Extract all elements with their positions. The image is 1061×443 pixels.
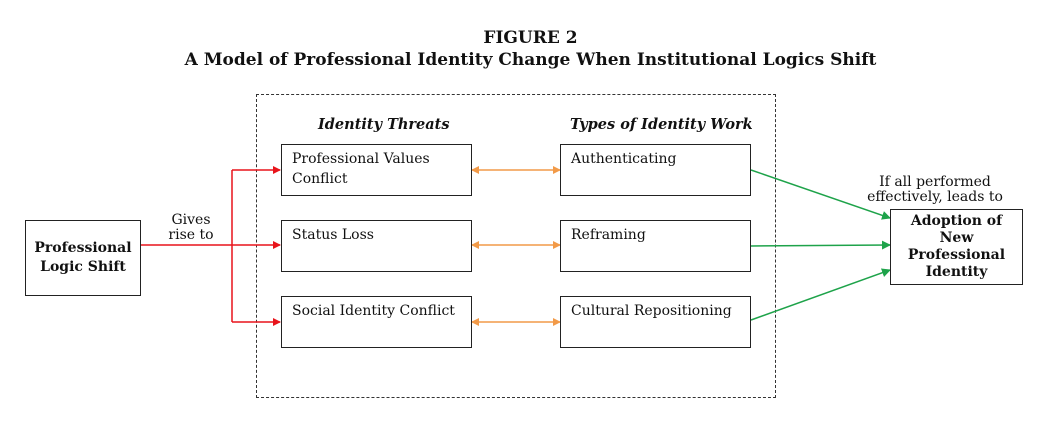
figure-number: FIGURE 2	[483, 28, 578, 48]
work-box-reframing: Reframing	[560, 220, 751, 272]
source-node-line-1: Professional	[34, 240, 132, 256]
threat-box-professional-values-conflict: Professional Values Conflict	[281, 144, 472, 196]
work-box-cultural-repositioning: Cultural Repositioning	[560, 296, 751, 348]
threat-box-status-loss: Status Loss	[281, 220, 472, 272]
gives-rise-label: Gives rise to	[168, 212, 214, 243]
outcome-condition-label: If all performed effectively, leads to	[867, 174, 1003, 205]
source-node-line-2: Logic Shift	[40, 259, 126, 275]
identity-threats-heading: Identity Threats	[318, 116, 450, 133]
identity-work-heading: Types of Identity Work	[570, 116, 753, 133]
threat-box-social-identity-conflict: Social Identity Conflict	[281, 296, 472, 348]
green-arrow-from-work-1	[750, 169, 891, 220]
figure-title: A Model of Professional Identity Change …	[184, 50, 877, 70]
work-box-authenticating: Authenticating	[560, 144, 751, 196]
green-arrow-from-work-2	[750, 240, 891, 250]
green-arrow-from-work-3	[750, 268, 891, 321]
professional-logic-shift-node: Professional Logic Shift	[25, 220, 141, 296]
adoption-of-new-professional-identity-node: Adoption of New Professional Identity	[890, 209, 1023, 285]
